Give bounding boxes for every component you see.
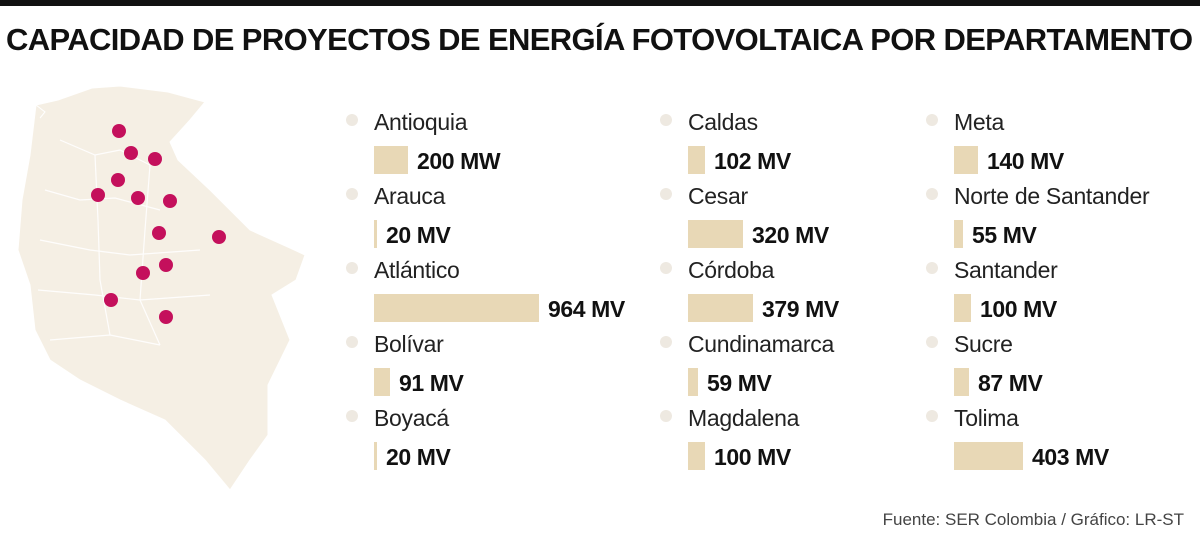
map-dot (159, 258, 173, 272)
value-label: 102 MV (714, 148, 791, 174)
bar-item: Arauca 20 MV (346, 182, 646, 256)
value-label: 200 MW (417, 148, 501, 174)
bar-item: Sucre 87 MV (926, 330, 1200, 404)
bar-item: Caldas 102 MV (660, 108, 960, 182)
bar-item: Norte de Santander 55 MV (926, 182, 1200, 256)
category-label: Arauca (374, 183, 446, 209)
map-dot (159, 310, 173, 324)
bar-item: Cesar 320 MV (660, 182, 960, 256)
value-label: 320 MV (752, 222, 829, 248)
top-rule (0, 0, 1200, 6)
bar-item: Antioquia 200 MW (346, 108, 646, 182)
map-dot (104, 293, 118, 307)
bar (954, 146, 978, 174)
category-label: Bolívar (374, 331, 444, 357)
colombia-map (17, 85, 306, 491)
value-label: 20 MV (386, 222, 451, 248)
bar-item: Magdalena 100 MV (660, 404, 960, 478)
value-label: 20 MV (386, 444, 451, 470)
bar (954, 442, 1023, 470)
value-label: 964 MV (548, 296, 625, 322)
bullet-icon (926, 188, 938, 200)
bar (374, 442, 377, 470)
value-label: 91 MV (399, 370, 464, 396)
bullet-icon (660, 410, 672, 422)
map-dot (111, 173, 125, 187)
value-label: 140 MV (987, 148, 1064, 174)
value-label: 100 MV (714, 444, 791, 470)
category-label: Cundinamarca (688, 331, 834, 357)
category-label: Meta (954, 109, 1004, 135)
bullet-icon (926, 262, 938, 274)
category-label: Santander (954, 257, 1058, 283)
map-dot (212, 230, 226, 244)
map-dot (112, 124, 126, 138)
map-dot (152, 226, 166, 240)
bar (688, 294, 753, 322)
bar (688, 220, 743, 248)
bar (954, 294, 971, 322)
value-label: 379 MV (762, 296, 839, 322)
bullet-icon (926, 114, 938, 126)
bar-column-3: Meta 140 MV Norte de Santander 55 MV Santand… (926, 108, 1200, 478)
map-dot (131, 191, 145, 205)
category-label: Boyacá (374, 405, 449, 431)
bar (374, 294, 539, 322)
bar-item: Bolívar 91 MV (346, 330, 646, 404)
bar (374, 368, 390, 396)
bullet-icon (660, 262, 672, 274)
bar (374, 220, 377, 248)
bullet-icon (346, 410, 358, 422)
map-dot (148, 152, 162, 166)
bar-column-2: Caldas 102 MV Cesar 320 MV Córdoba 379 MV Cund… (660, 108, 960, 478)
category-label: Antioquia (374, 109, 468, 135)
category-label: Atlántico (374, 257, 460, 283)
bar (688, 368, 698, 396)
bar (374, 146, 408, 174)
category-label: Norte de Santander (954, 183, 1150, 209)
bullet-icon (926, 336, 938, 348)
bar-item: Santander 100 MV (926, 256, 1200, 330)
bar-item: Boyacá 20 MV (346, 404, 646, 478)
bullet-icon (346, 188, 358, 200)
map-dot (91, 188, 105, 202)
bullet-icon (346, 336, 358, 348)
map-dot (136, 266, 150, 280)
bullet-icon (346, 114, 358, 126)
bar-column-1: Antioquia 200 MW Arauca 20 MV Atlántico 964 M… (346, 108, 646, 478)
source-credit: Fuente: SER Colombia / Gráfico: LR-ST (882, 510, 1184, 529)
value-label: 87 MV (978, 370, 1043, 396)
bar-item: Cundinamarca 59 MV (660, 330, 960, 404)
bar-item: Tolima 403 MV (926, 404, 1200, 478)
bar (688, 442, 705, 470)
bullet-icon (660, 336, 672, 348)
bullet-icon (926, 410, 938, 422)
value-label: 403 MV (1032, 444, 1109, 470)
bar-item: Córdoba 379 MV (660, 256, 960, 330)
bar-item: Meta 140 MV (926, 108, 1200, 182)
bullet-icon (660, 188, 672, 200)
bullet-icon (346, 262, 358, 274)
value-label: 55 MV (972, 222, 1037, 248)
category-label: Córdoba (688, 257, 775, 283)
category-label: Tolima (954, 405, 1019, 431)
bar (954, 220, 963, 248)
value-label: 100 MV (980, 296, 1057, 322)
category-label: Caldas (688, 109, 758, 135)
category-label: Magdalena (688, 405, 800, 431)
category-label: Sucre (954, 331, 1013, 357)
value-label: 59 MV (707, 370, 772, 396)
bar (688, 146, 705, 174)
category-label: Cesar (688, 183, 748, 209)
chart-title: CAPACIDAD DE PROYECTOS DE ENERGÍA FOTOVO… (6, 22, 1193, 57)
bullet-icon (660, 114, 672, 126)
map-dot (124, 146, 138, 160)
bar-item: Atlántico 964 MV (346, 256, 646, 330)
bar (954, 368, 969, 396)
map-dot (163, 194, 177, 208)
map-outline (17, 85, 306, 491)
